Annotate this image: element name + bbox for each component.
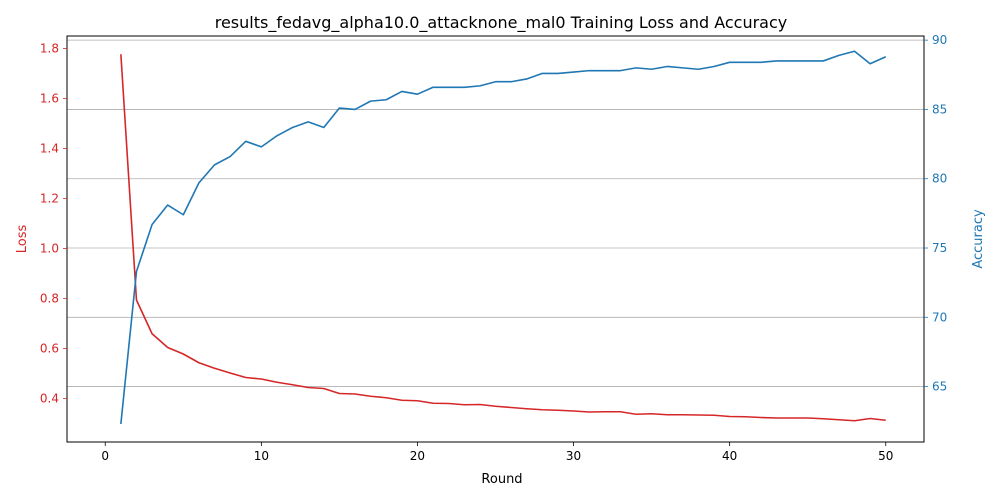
x-axis-label: Round — [481, 472, 522, 487]
y-axis-left: 0.4 0.6 0.8 1.0 1.2 1.4 1.6 1.8 — [40, 42, 67, 406]
y-left-tick-label: 1.2 — [40, 192, 59, 206]
y-left-tick-label: 0.4 — [40, 392, 59, 406]
x-tick-label: 10 — [254, 449, 269, 463]
y-left-tick-label: 1.6 — [40, 92, 59, 106]
loss-line — [120, 54, 886, 422]
y-axis-right-label: Accuracy — [971, 209, 986, 269]
y-axis-right: 65 70 75 80 85 90 — [924, 33, 947, 394]
accuracy-line — [120, 50, 887, 425]
y-left-tick-label: 0.8 — [40, 292, 59, 306]
y-axis-left-label: Loss — [15, 225, 30, 254]
x-tick-label: 0 — [101, 449, 109, 463]
x-tick-label: 20 — [410, 449, 425, 463]
y-right-tick-label: 85 — [932, 102, 947, 116]
y-left-tick-label: 0.6 — [40, 342, 59, 356]
y-right-tick-label: 90 — [932, 33, 947, 47]
y-right-tick-label: 75 — [932, 241, 947, 255]
x-axis: 0 10 20 30 40 50 — [101, 442, 893, 463]
series-lines — [120, 50, 887, 425]
x-tick-label: 40 — [722, 449, 737, 463]
y-right-tick-label: 70 — [932, 310, 947, 324]
y-left-tick-label: 1.4 — [40, 142, 59, 156]
grid-lines — [67, 39, 924, 387]
y-left-tick-label: 1.8 — [40, 42, 59, 56]
y-right-tick-label: 65 — [932, 380, 947, 394]
chart-title: results_fedavg_alpha10.0_attacknone_mal0… — [215, 13, 788, 33]
x-tick-label: 30 — [566, 449, 581, 463]
y-right-tick-label: 80 — [932, 172, 947, 186]
y-left-tick-label: 1.0 — [40, 242, 59, 256]
plot-frame — [66, 35, 925, 443]
x-tick-label: 50 — [878, 449, 893, 463]
